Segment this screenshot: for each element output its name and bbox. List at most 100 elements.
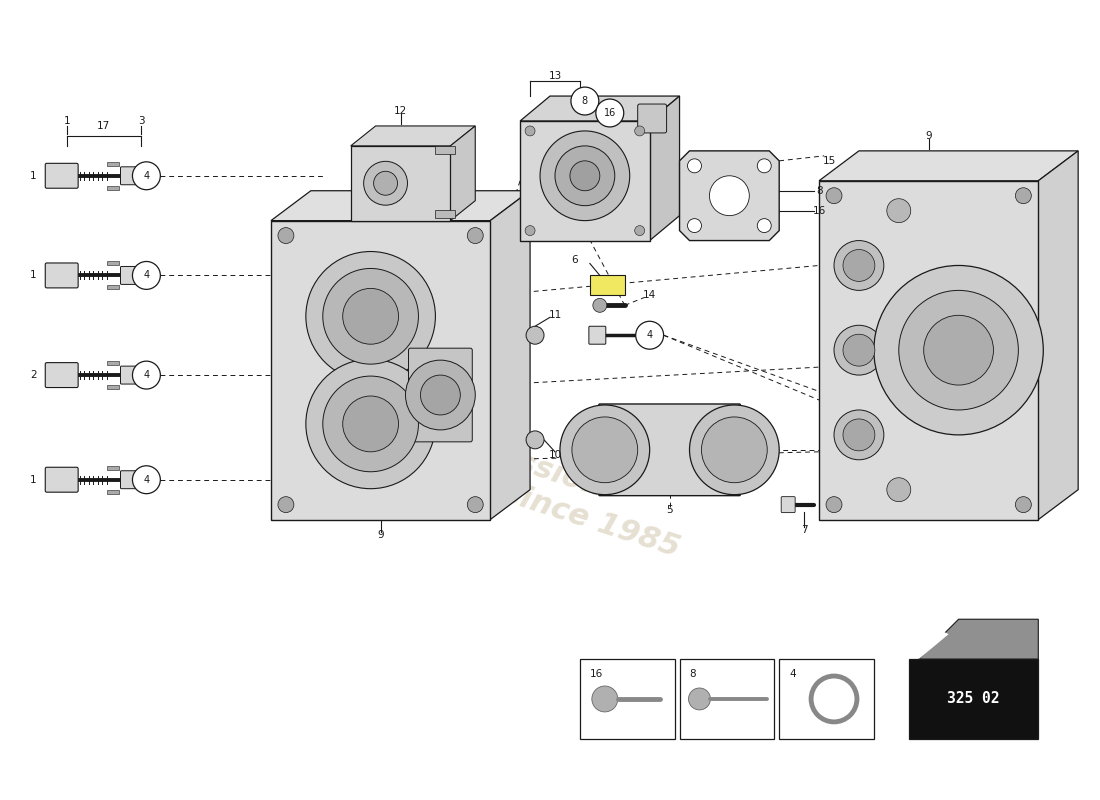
Circle shape [306,359,436,489]
Circle shape [834,241,883,290]
Circle shape [592,686,618,712]
Bar [107,466,119,470]
Circle shape [306,251,436,381]
Circle shape [526,431,544,449]
Text: 5: 5 [667,505,673,514]
Circle shape [834,326,883,375]
Circle shape [132,262,161,290]
Circle shape [343,288,398,344]
Circle shape [757,159,771,173]
Polygon shape [520,96,680,121]
Circle shape [556,146,615,206]
Polygon shape [820,151,1078,181]
Bar [436,210,455,218]
Bar [107,385,119,389]
Bar [909,659,1038,739]
Text: 9: 9 [377,530,384,539]
Circle shape [322,269,418,364]
Circle shape [873,266,1043,435]
FancyBboxPatch shape [781,497,795,513]
Circle shape [132,466,161,494]
FancyBboxPatch shape [598,404,740,496]
Circle shape [811,676,857,722]
Polygon shape [271,190,530,221]
Text: 7: 7 [801,525,807,534]
Text: 4: 4 [647,330,652,340]
FancyBboxPatch shape [520,121,650,241]
Bar [436,146,455,154]
Circle shape [824,689,844,709]
Text: 16: 16 [813,206,826,216]
Circle shape [571,87,598,115]
Bar [107,361,119,365]
FancyBboxPatch shape [45,263,78,288]
Text: 8: 8 [690,669,696,679]
Text: 11: 11 [549,310,562,320]
FancyBboxPatch shape [638,104,667,133]
Circle shape [278,497,294,513]
Bar [107,262,119,266]
Text: 14: 14 [644,290,657,300]
Circle shape [322,376,418,472]
FancyBboxPatch shape [121,167,141,185]
Text: 4: 4 [143,474,150,485]
Circle shape [132,361,161,389]
Text: 16: 16 [590,669,603,679]
Text: 15: 15 [823,156,836,166]
Circle shape [593,298,607,312]
Text: 1: 1 [64,116,70,126]
Bar [107,186,119,190]
Circle shape [635,126,645,136]
FancyBboxPatch shape [121,470,141,489]
Text: 10: 10 [549,450,561,460]
Circle shape [843,419,874,451]
Circle shape [374,171,397,195]
Circle shape [406,360,475,430]
FancyBboxPatch shape [121,366,141,384]
Circle shape [635,226,645,235]
Text: 1: 1 [30,270,36,281]
Circle shape [570,161,600,190]
Text: 16: 16 [604,108,616,118]
Text: 6: 6 [572,255,579,266]
FancyBboxPatch shape [408,348,472,442]
Text: 325 02: 325 02 [947,691,1000,706]
Polygon shape [650,96,680,241]
Circle shape [843,250,874,282]
Circle shape [560,405,650,494]
Bar [107,162,119,166]
Circle shape [710,176,749,216]
Circle shape [364,162,407,205]
Text: 12: 12 [394,106,407,116]
Circle shape [899,290,1019,410]
Circle shape [572,417,638,482]
Circle shape [132,162,161,190]
Circle shape [468,228,483,243]
Circle shape [689,688,711,710]
Text: 1: 1 [30,170,36,181]
Text: 4: 4 [789,669,795,679]
Circle shape [636,322,663,349]
Circle shape [887,198,911,222]
Circle shape [826,188,842,204]
FancyBboxPatch shape [588,326,606,344]
Circle shape [826,497,842,513]
Text: 17: 17 [97,121,110,131]
Text: 4: 4 [143,170,150,181]
Text: 2: 2 [30,370,36,380]
Polygon shape [1038,151,1078,519]
Circle shape [525,126,535,136]
Polygon shape [680,151,779,241]
Polygon shape [351,126,475,146]
Circle shape [834,410,883,460]
Circle shape [757,218,771,233]
Circle shape [468,497,483,513]
Text: 3: 3 [139,116,145,126]
Text: 9: 9 [925,131,932,141]
Polygon shape [491,190,530,519]
Circle shape [924,315,993,385]
Polygon shape [918,619,948,659]
Circle shape [702,417,767,482]
Circle shape [690,405,779,494]
Bar [680,659,774,739]
